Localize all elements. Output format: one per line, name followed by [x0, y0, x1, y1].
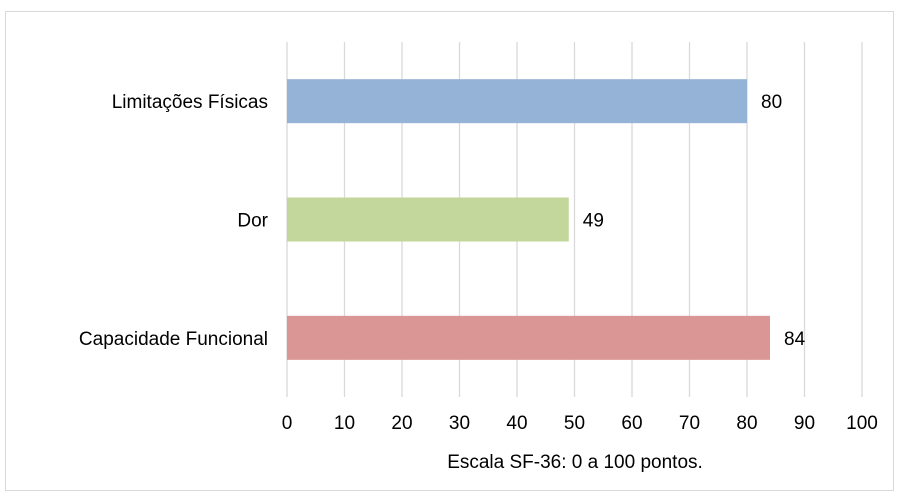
category-label: Dor: [237, 211, 268, 232]
data-label: 84: [784, 329, 806, 350]
bar-0: [287, 79, 747, 124]
data-label: 80: [761, 92, 782, 113]
x-tick-label: 100: [846, 413, 878, 434]
x-tick-label: 40: [506, 413, 527, 434]
labels: 0 10 20 30 40 50 60 70 80 90 100 Limitações Físicas…: [79, 92, 878, 434]
category-label: Capacidade Funcional: [79, 329, 268, 350]
x-tick-label: 70: [679, 413, 700, 434]
x-tick-label: 30: [449, 413, 470, 434]
x-tick-label: 60: [621, 413, 642, 434]
x-tick-label: 20: [391, 413, 412, 434]
bar-2: [287, 315, 770, 360]
x-tick-label: 10: [334, 413, 355, 434]
x-tick-label: 0: [282, 413, 293, 434]
x-tick-label: 50: [564, 413, 585, 434]
bars: [287, 79, 770, 360]
bar-1: [287, 197, 569, 242]
category-label: Limitações Físicas: [112, 92, 268, 113]
x-tick-label: 80: [736, 413, 757, 434]
x-tick-label: 90: [794, 413, 815, 434]
x-axis-title: Escala SF-36: 0 a 100 pontos.: [447, 452, 703, 473]
data-label: 49: [583, 211, 604, 232]
